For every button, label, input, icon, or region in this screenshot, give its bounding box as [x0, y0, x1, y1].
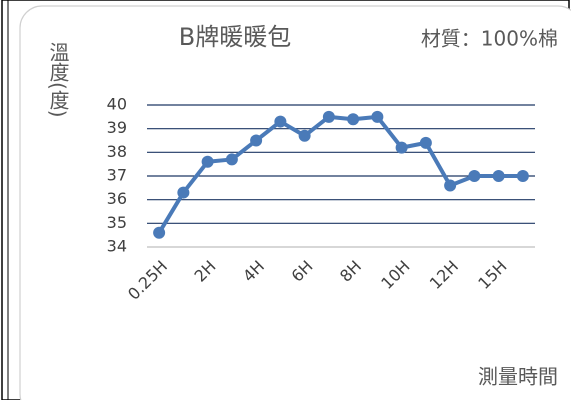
point	[395, 141, 408, 154]
chart-area	[19, 5, 571, 400]
chart-title: B牌暖暖包	[179, 23, 291, 51]
x-axis-label: 測量時間	[478, 365, 558, 389]
point	[492, 170, 505, 182]
point	[177, 186, 190, 199]
y-tick-label: 34	[107, 237, 127, 256]
y-tick-label: 39	[107, 118, 127, 137]
point	[419, 136, 432, 149]
point	[153, 226, 166, 239]
point	[298, 129, 311, 142]
point	[347, 113, 360, 126]
y-tick-label: 38	[107, 142, 127, 161]
y-axis-label: 溫度(度)	[46, 42, 70, 118]
y-tick-label: 36	[107, 189, 127, 208]
line	[157, 114, 523, 234]
point	[516, 170, 529, 182]
y-tick-label: 37	[107, 166, 127, 185]
point	[322, 110, 335, 123]
point	[250, 134, 263, 147]
point	[371, 110, 384, 123]
point	[444, 179, 457, 192]
point	[201, 155, 214, 168]
point	[225, 153, 238, 166]
annotation: 材質：100%棉	[421, 27, 558, 51]
y-tick-label: 35	[107, 213, 127, 232]
point	[274, 115, 287, 128]
y-tick-label: 40	[107, 95, 127, 114]
point	[468, 170, 481, 182]
